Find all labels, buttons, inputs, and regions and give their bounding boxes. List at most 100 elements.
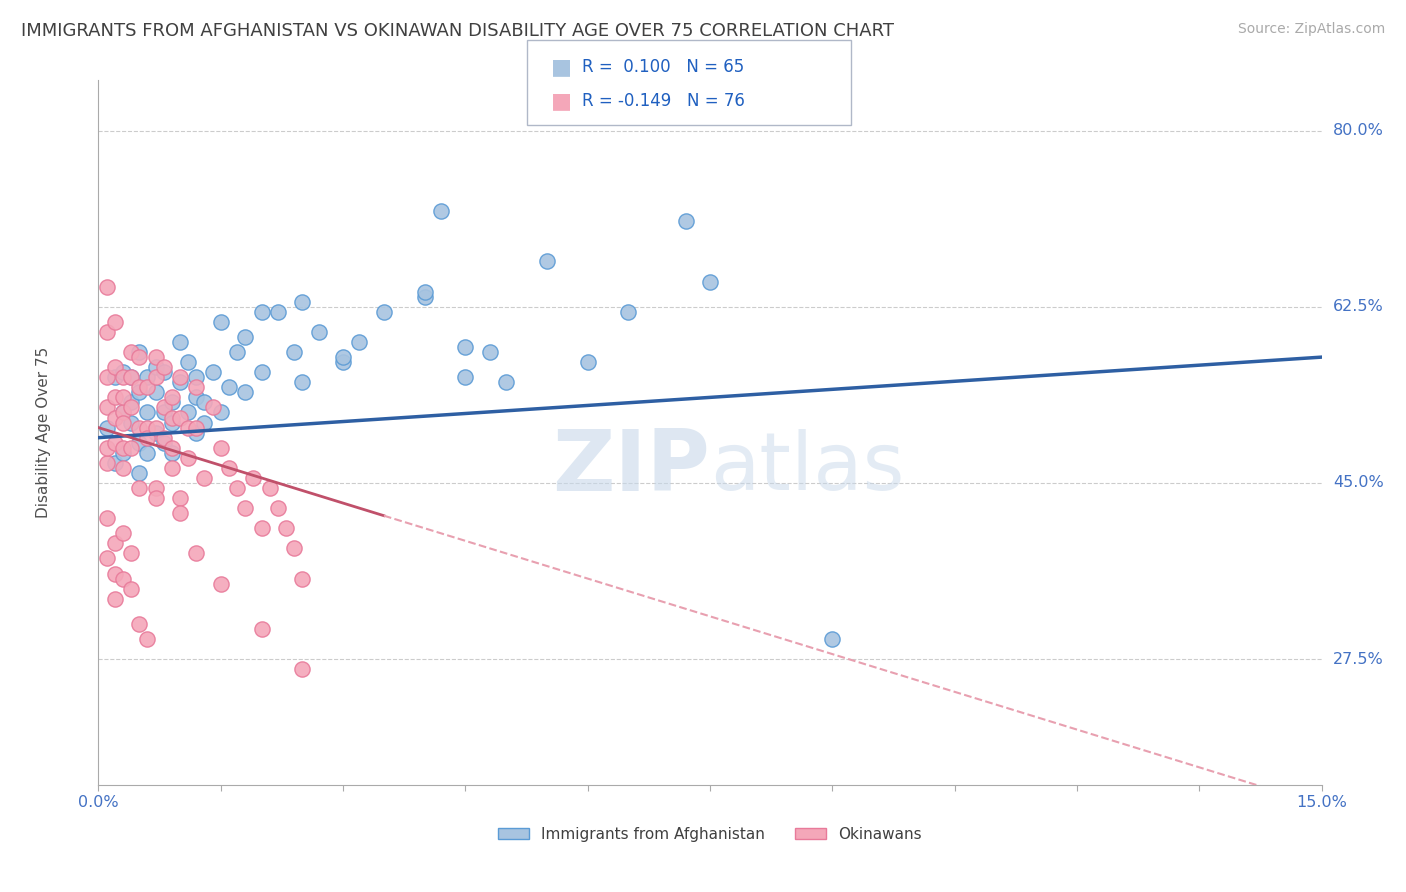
Point [136,380,159,394]
Point [250,622,273,636]
Point [152,435,174,450]
Point [495,376,517,390]
Point [104,360,127,375]
Point [152,360,174,375]
Point [111,572,134,586]
Point [193,471,215,485]
Point [373,305,395,319]
Point [96,456,118,470]
Point [145,350,167,364]
Point [120,441,142,455]
Point [349,334,371,349]
Point [120,395,142,409]
Point [152,401,174,415]
Point [128,385,150,400]
Point [193,416,215,430]
Point [136,420,159,434]
Point [177,420,200,434]
Text: IMMIGRANTS FROM AFGHANISTAN VS OKINAWAN DISABILITY AGE OVER 75 CORRELATION CHART: IMMIGRANTS FROM AFGHANISTAN VS OKINAWAN … [21,22,894,40]
Point [250,305,273,319]
Point [226,345,249,359]
Point [120,401,142,415]
Point [169,376,191,390]
Point [186,391,208,405]
Point [454,340,477,354]
Point [186,546,208,560]
Point [152,431,174,445]
Point [111,526,134,541]
Point [218,380,240,394]
Point [209,315,232,329]
Point [242,471,264,485]
Point [96,325,118,339]
Point [193,395,215,409]
Point [145,491,167,505]
Text: ■: ■ [551,92,572,112]
Point [145,360,167,375]
Point [209,576,232,591]
Legend: Immigrants from Afghanistan, Okinawans: Immigrants from Afghanistan, Okinawans [492,821,928,847]
Point [136,405,159,419]
Point [96,401,118,415]
Point [128,345,150,359]
Point [201,365,224,379]
Point [128,616,150,631]
Point [128,435,150,450]
Point [169,410,191,425]
Point [169,370,191,384]
Point [576,355,599,369]
Point [160,410,183,425]
Text: 45.0%: 45.0% [1333,475,1384,491]
Point [226,481,249,495]
Point [128,466,150,480]
Point [145,481,167,495]
Point [675,214,697,228]
Point [267,501,290,516]
Text: Source: ZipAtlas.com: Source: ZipAtlas.com [1237,22,1385,37]
Point [233,385,256,400]
Point [283,541,305,556]
Point [111,416,134,430]
Point [145,420,167,434]
Point [177,450,200,465]
Point [111,460,134,475]
Point [104,410,127,425]
Point [291,376,314,390]
Point [96,420,118,434]
Point [233,330,256,344]
Point [111,405,134,419]
Point [250,365,273,379]
Point [454,370,477,384]
Point [96,511,118,525]
Point [160,391,183,405]
Point [111,441,134,455]
Point [186,370,208,384]
Point [267,305,290,319]
Point [201,401,224,415]
Point [136,446,159,460]
Point [160,395,183,409]
Text: R =  0.100   N = 65: R = 0.100 N = 65 [582,58,744,77]
Point [111,391,134,405]
Text: Disability Age Over 75: Disability Age Over 75 [37,347,51,518]
Point [136,370,159,384]
Point [169,334,191,349]
Point [160,446,183,460]
Text: atlas: atlas [710,429,904,507]
Point [186,420,208,434]
Point [120,582,142,596]
Point [478,345,501,359]
Point [617,305,640,319]
Point [104,435,127,450]
Point [128,481,150,495]
Point [283,345,305,359]
Point [104,315,127,329]
Point [186,425,208,440]
Point [233,501,256,516]
Point [96,279,118,293]
Point [218,460,240,475]
Point [120,546,142,560]
Point [536,254,558,268]
Point [136,431,159,445]
Point [169,506,191,520]
